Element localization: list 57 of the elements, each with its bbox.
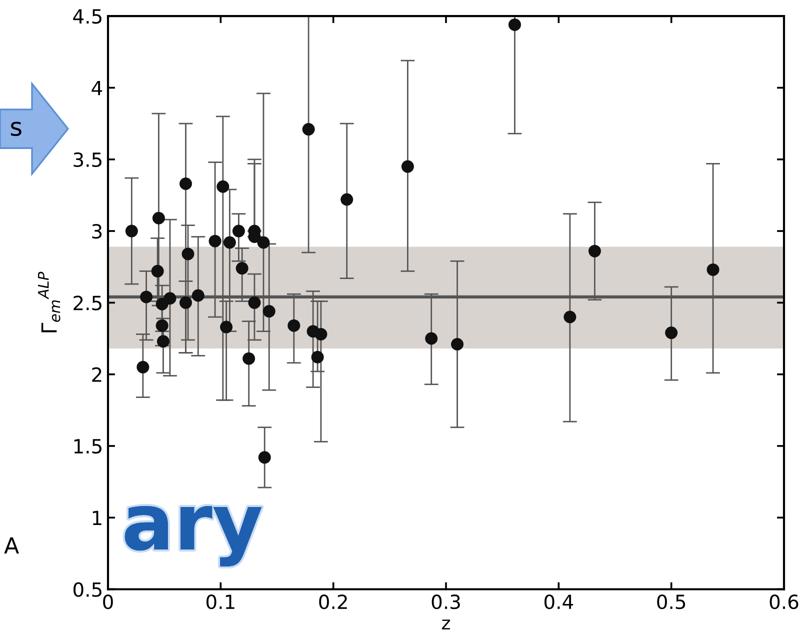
point [164, 292, 176, 305]
point [242, 352, 256, 365]
point [232, 224, 245, 238]
point [706, 263, 720, 276]
point [340, 193, 354, 206]
point [257, 236, 270, 249]
point [248, 296, 261, 309]
annotation: ary [124, 506, 262, 566]
x-tick-label: 0.6 [770, 594, 798, 610]
y-tick-label: 3 [92, 224, 102, 239]
point [451, 338, 464, 350]
point [136, 360, 150, 374]
point [179, 178, 192, 190]
point [223, 236, 236, 249]
point [262, 305, 276, 318]
point [156, 335, 170, 348]
point [182, 248, 194, 260]
point [151, 264, 164, 278]
x-tick-label: 0 [103, 594, 113, 610]
point [236, 262, 248, 275]
y-tick-label: 0.5 [74, 582, 102, 597]
point [588, 244, 601, 258]
point [401, 160, 414, 173]
x-tick-label: 0.3 [432, 594, 460, 610]
point [665, 326, 678, 340]
x-axis-title: z [442, 620, 450, 630]
x-tick-label: 0.4 [544, 594, 574, 610]
x-tick-label: 0.2 [319, 594, 347, 610]
y-tick-label: 4.5 [73, 9, 102, 24]
point [156, 319, 168, 332]
y-tick-label: 2 [92, 367, 102, 382]
x-tick-label: 0.5 [657, 594, 686, 610]
point [192, 289, 204, 302]
point [258, 451, 271, 464]
point [302, 123, 315, 136]
point [208, 234, 222, 248]
point [220, 320, 233, 334]
point [314, 328, 328, 340]
point [425, 332, 438, 345]
y-tick-label: 2.5 [74, 296, 102, 310]
point [216, 180, 230, 193]
point [288, 319, 300, 332]
point [152, 212, 165, 224]
point [140, 290, 153, 304]
point [564, 310, 576, 324]
y-tick-label: 1 [92, 510, 102, 525]
x-tick-label: 0.1 [206, 594, 234, 610]
y-axis-title: Γ$_{em}$$^{ALP}$ [38, 272, 60, 332]
text: A [4, 537, 20, 554]
y-tick-label: 4 [92, 80, 102, 96]
point [125, 224, 138, 238]
y-tick-label: 1.5 [74, 439, 102, 454]
point [311, 350, 324, 364]
point [179, 296, 192, 309]
text: s [10, 122, 22, 136]
y-tick-label: 3.5 [74, 152, 102, 168]
point [508, 18, 521, 31]
